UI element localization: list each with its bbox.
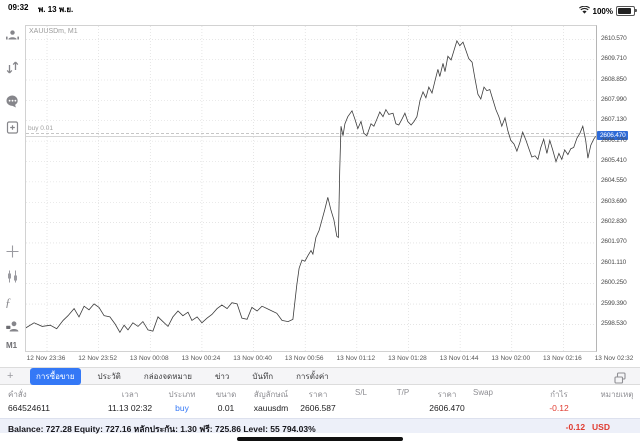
time-axis-label: 12 Nov 23:36 (26, 355, 66, 362)
current-price-badge: 2606.470 (597, 130, 628, 140)
total-profit-currency: USD (592, 422, 610, 432)
positions-table-header: คำสั่ง เวลา ประเภท ขนาด สัญลักษณ์ ราคา S… (0, 388, 640, 401)
price-axis-label: 2601.970 (601, 238, 627, 246)
position-order-id: 664524611 (8, 403, 50, 413)
price-axis-label: 2607.990 (601, 95, 627, 103)
position-time: 11.13 02:32 (107, 403, 153, 413)
chat-icon[interactable] (5, 94, 20, 109)
tab-list: การซื้อขาย ประวัติ กล่องจดหมาย ข่าว บันทึก กา… (30, 367, 335, 385)
col-sl[interactable]: S/L (354, 388, 368, 397)
indicators-icon[interactable] (5, 269, 20, 284)
price-axis-label: 2605.410 (601, 156, 627, 164)
tab-history[interactable]: ประวัติ (97, 371, 121, 381)
price-axis: 2606.470 2610.570 2609.710 2608.850 2607.99… (597, 25, 640, 352)
tab-journal[interactable]: บันทึก (252, 371, 274, 381)
price-axis-label: 2602.830 (601, 218, 627, 226)
tab-trade[interactable]: การซื้อขาย (30, 367, 81, 385)
tab-mailbox[interactable]: กล่องจดหมาย (143, 371, 192, 381)
col-order[interactable]: คำสั่ง (8, 390, 27, 399)
price-axis-label: 2608.850 (601, 75, 627, 83)
total-profit-value: -0.12 (565, 422, 586, 432)
total-profit: -0.12 USD (566, 422, 610, 432)
bottom-tab-bar: + การซื้อขาย ประวัติ กล่องจดหมาย ข่าว บันทึก… (0, 367, 640, 385)
price-axis-label: 2601.110 (601, 258, 627, 266)
battery-percentage: 100% (592, 6, 613, 16)
home-indicator[interactable] (237, 437, 403, 441)
status-date: พ. 13 พ.ย. (38, 5, 74, 14)
time-axis-label: 13 Nov 00:08 (129, 355, 169, 362)
col-profit[interactable]: กำไร (550, 390, 568, 399)
columns-config-icon[interactable] (614, 371, 626, 389)
price-axis-label: 2599.390 (601, 299, 627, 307)
col-current-price[interactable]: ราคา (437, 390, 457, 399)
col-tp[interactable]: T/P (396, 388, 410, 397)
col-note[interactable]: หมายเหตุ (600, 390, 634, 399)
position-open-price: 2606.587 (300, 403, 336, 413)
position-size: 0.01 (217, 403, 235, 413)
col-price[interactable]: ราคา (308, 390, 328, 399)
new-order-icon[interactable] (5, 120, 20, 135)
buy-position-label: buy 0.01 (28, 124, 53, 132)
sidebar: ƒ M1 + (0, 16, 25, 386)
time-axis-label: 12 Nov 23:52 (78, 355, 117, 362)
position-symbol: xauusdm (253, 403, 289, 413)
wifi-icon (578, 2, 590, 20)
time-axis-label: 13 Nov 00:24 (181, 355, 221, 362)
price-axis-label: 2600.250 (601, 279, 627, 287)
balance-summary: Balance: 727.28 Equity: 727.16 หลักประกั… (8, 424, 316, 434)
tab-settings[interactable]: การตั้งค่า (296, 371, 329, 381)
account-summary-bar: Balance: 727.28 Equity: 727.16 หลักประกั… (0, 418, 640, 434)
col-type[interactable]: ประเภท (168, 390, 196, 399)
time-axis: 12 Nov 23:36 12 Nov 23:52 13 Nov 00:08 13 N… (0, 353, 640, 366)
timeframe-button[interactable]: M1 (6, 341, 18, 350)
time-axis-label: 13 Nov 02:32 (594, 355, 634, 362)
orders-arrows-icon[interactable] (5, 60, 20, 75)
time-axis-label: 13 Nov 00:40 (233, 355, 272, 362)
price-axis-label: 2606.270 (601, 136, 627, 144)
add-tab-button[interactable]: + (7, 370, 14, 382)
clock: 09:32 (8, 3, 29, 12)
chart-symbol-label: XAUUSDm, M1 (29, 28, 78, 35)
time-axis-label: 13 Nov 01:28 (388, 355, 427, 362)
position-type: buy (175, 403, 189, 413)
col-size[interactable]: ขนาด (215, 390, 237, 399)
price-axis-label: 2603.690 (601, 197, 627, 205)
account-icon[interactable] (5, 28, 20, 43)
price-axis-label: 2609.710 (601, 55, 627, 63)
col-time[interactable]: เวลา (121, 390, 139, 399)
position-row[interactable]: 664524611 11.13 02:32 buy 0.01 xauusdm 2… (0, 403, 640, 417)
time-axis-label: 13 Nov 02:00 (491, 355, 531, 362)
position-profit: -0.12 (549, 403, 569, 413)
price-axis-label: 2598.530 (601, 319, 627, 327)
time-axis-label: 13 Nov 00:56 (284, 355, 324, 362)
price-axis-label: 2604.550 (601, 177, 627, 185)
time-axis-label: 13 Nov 02:16 (543, 355, 582, 362)
function-icon[interactable]: ƒ (5, 295, 11, 309)
battery-icon (616, 6, 637, 16)
price-line (26, 39, 596, 334)
status-bar: 09:32 พ. 13 พ.ย. 100% (0, 0, 640, 16)
tab-news[interactable]: ข่าว (214, 371, 230, 381)
col-swap[interactable]: Swap (472, 388, 494, 397)
price-axis-label: 2607.130 (601, 116, 627, 124)
col-symbol[interactable]: สัญลักษณ์ (253, 390, 289, 399)
price-chart[interactable]: XAUUSDm, M1 buy 0.01 (25, 25, 597, 352)
chart-canvas[interactable] (26, 26, 596, 351)
objects-icon[interactable] (5, 319, 20, 334)
position-current-price: 2606.470 (429, 403, 465, 413)
time-axis-label: 13 Nov 01:44 (439, 355, 479, 362)
time-axis-label: 13 Nov 01:12 (336, 355, 376, 362)
price-axis-label: 2610.570 (601, 34, 627, 42)
crosshair-icon[interactable] (5, 244, 20, 259)
